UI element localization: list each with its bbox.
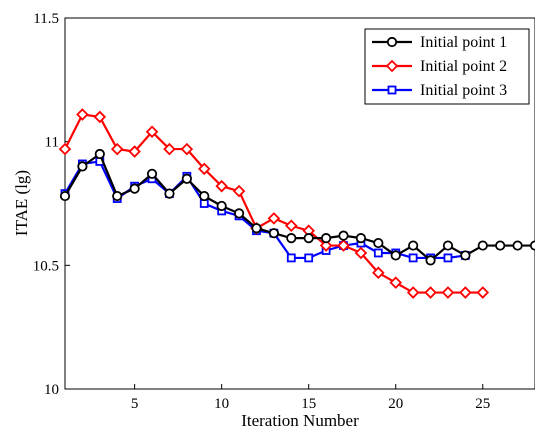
data-point [479, 241, 487, 249]
data-point [130, 184, 138, 192]
legend-marker [389, 87, 396, 94]
x-tick-label: 20 [388, 396, 403, 412]
y-axis: 10 10.5 11 11.5 [33, 11, 70, 398]
data-point [217, 202, 225, 210]
data-point [270, 229, 278, 237]
data-point [288, 254, 295, 261]
data-point [426, 256, 434, 264]
data-point [322, 234, 330, 242]
data-point [165, 189, 173, 197]
y-tick-label: 10.5 [33, 258, 59, 274]
x-axis-label: Iteration Number [241, 411, 359, 430]
x-tick-label: 10 [214, 396, 229, 412]
data-point [78, 162, 86, 170]
y-tick-label: 11.5 [33, 11, 59, 27]
data-point [305, 234, 313, 242]
data-point [444, 254, 451, 261]
legend-label: Initial point 3 [420, 82, 507, 99]
data-point [339, 231, 347, 239]
x-tick-label: 5 [131, 396, 139, 412]
legend: Initial point 1 Initial point 2 Initial po… [365, 29, 529, 104]
data-point [96, 150, 104, 158]
legend-label: Initial point 2 [420, 58, 507, 75]
data-point [148, 170, 156, 178]
y-tick-label: 10 [44, 382, 59, 398]
x-tick-label: 15 [301, 396, 316, 412]
data-point [513, 241, 521, 249]
data-point [252, 224, 260, 232]
y-tick-label: 11 [45, 135, 59, 151]
data-point [200, 192, 208, 200]
data-point [496, 241, 504, 249]
data-point [375, 249, 382, 256]
data-point [461, 251, 469, 259]
legend-label: Initial point 1 [420, 34, 507, 51]
legend-marker [388, 38, 396, 46]
data-point [235, 209, 243, 217]
data-point [357, 234, 365, 242]
data-point [287, 234, 295, 242]
x-tick-label: 25 [475, 396, 490, 412]
data-point [183, 175, 191, 183]
data-point [113, 192, 121, 200]
data-point [444, 241, 452, 249]
data-point [374, 239, 382, 247]
data-point [531, 241, 535, 249]
data-point [392, 251, 400, 259]
data-point [305, 254, 312, 261]
data-point [409, 241, 417, 249]
data-point [61, 192, 69, 200]
data-point [410, 254, 417, 261]
y-axis-label: ITAE (lg) [12, 170, 31, 236]
